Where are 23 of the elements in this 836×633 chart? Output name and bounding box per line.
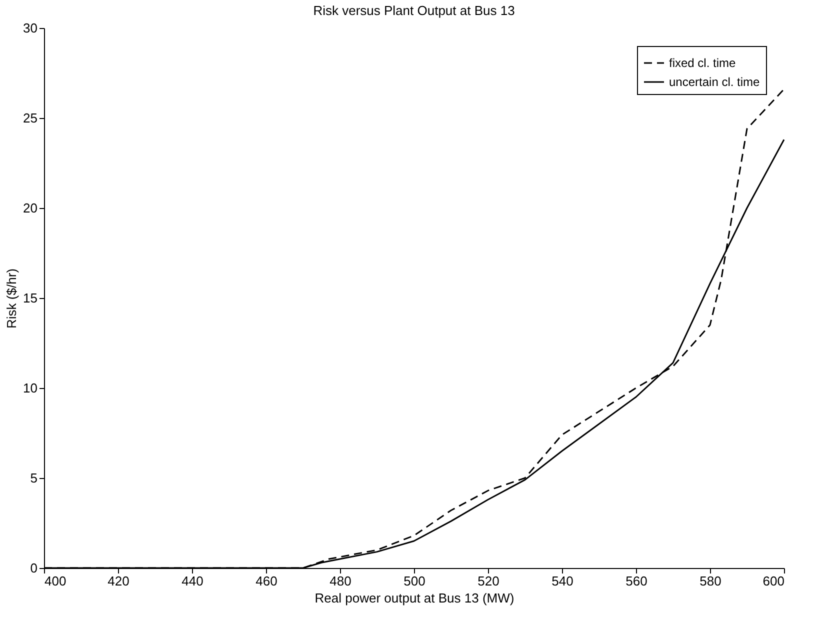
y-tick-label: 10	[23, 380, 38, 396]
x-tick-label: 460	[256, 574, 278, 588]
legend-label: fixed cl. time	[669, 56, 736, 70]
x-tick-label: 600	[762, 574, 784, 588]
y-tick-label: 0	[30, 560, 38, 576]
x-tick-label: 540	[552, 574, 574, 588]
x-axis-title: Real power output at Bus 13 (MW)	[314, 590, 514, 606]
x-tick-label: 560	[626, 574, 648, 588]
x-tick-label: 520	[478, 574, 500, 588]
y-tick-label: 25	[23, 110, 38, 126]
x-tick-label: 400	[44, 574, 66, 588]
chart-title: Risk versus Plant Output at Bus 13	[313, 3, 515, 18]
x-tick-label: 440	[182, 574, 204, 588]
x-tick-label: 500	[404, 574, 426, 588]
x-tick-label: 480	[330, 574, 352, 588]
y-tick-label: 15	[23, 290, 38, 306]
y-tick-label: 30	[23, 20, 38, 36]
x-tick-label: 420	[108, 574, 130, 588]
legend-label: uncertain cl. time	[669, 75, 760, 89]
y-tick-label: 5	[30, 470, 38, 486]
y-axis-title: Risk ($/hr)	[4, 268, 20, 328]
y-tick-label: 20	[23, 200, 38, 216]
x-tick-label: 580	[700, 574, 722, 588]
